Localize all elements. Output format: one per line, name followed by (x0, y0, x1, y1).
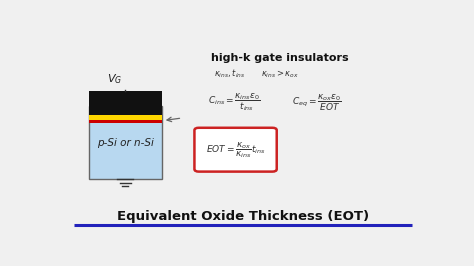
Text: $V_G$: $V_G$ (107, 72, 122, 86)
Text: $C_{eq} = \dfrac{\kappa_{ox}\varepsilon_0}{EOT}$: $C_{eq} = \dfrac{\kappa_{ox}\varepsilon_… (292, 92, 341, 113)
Text: p-Si or n-Si: p-Si or n-Si (97, 138, 154, 148)
Text: Equivalent Oxide Thickness (EOT): Equivalent Oxide Thickness (EOT) (117, 210, 369, 223)
Bar (89, 114, 162, 120)
Text: $C_{ins} = \dfrac{\kappa_{ins}\varepsilon_0}{t_{ins}}$: $C_{ins} = \dfrac{\kappa_{ins}\varepsilo… (208, 92, 260, 114)
Text: high-k gate insulators: high-k gate insulators (211, 52, 348, 63)
FancyBboxPatch shape (194, 128, 277, 172)
Text: $EOT = \dfrac{\kappa_{ox}}{\kappa_{ins}} t_{ins}$: $EOT = \dfrac{\kappa_{ox}}{\kappa_{ins}}… (206, 140, 265, 160)
Text: $\kappa_{ins}, t_{ins}$: $\kappa_{ins}, t_{ins}$ (213, 68, 245, 80)
Bar (89, 91, 162, 115)
Bar (89, 119, 162, 123)
Text: $\kappa_{ins} > \kappa_{ox}$: $\kappa_{ins} > \kappa_{ox}$ (261, 68, 299, 80)
Bar (89, 106, 162, 179)
